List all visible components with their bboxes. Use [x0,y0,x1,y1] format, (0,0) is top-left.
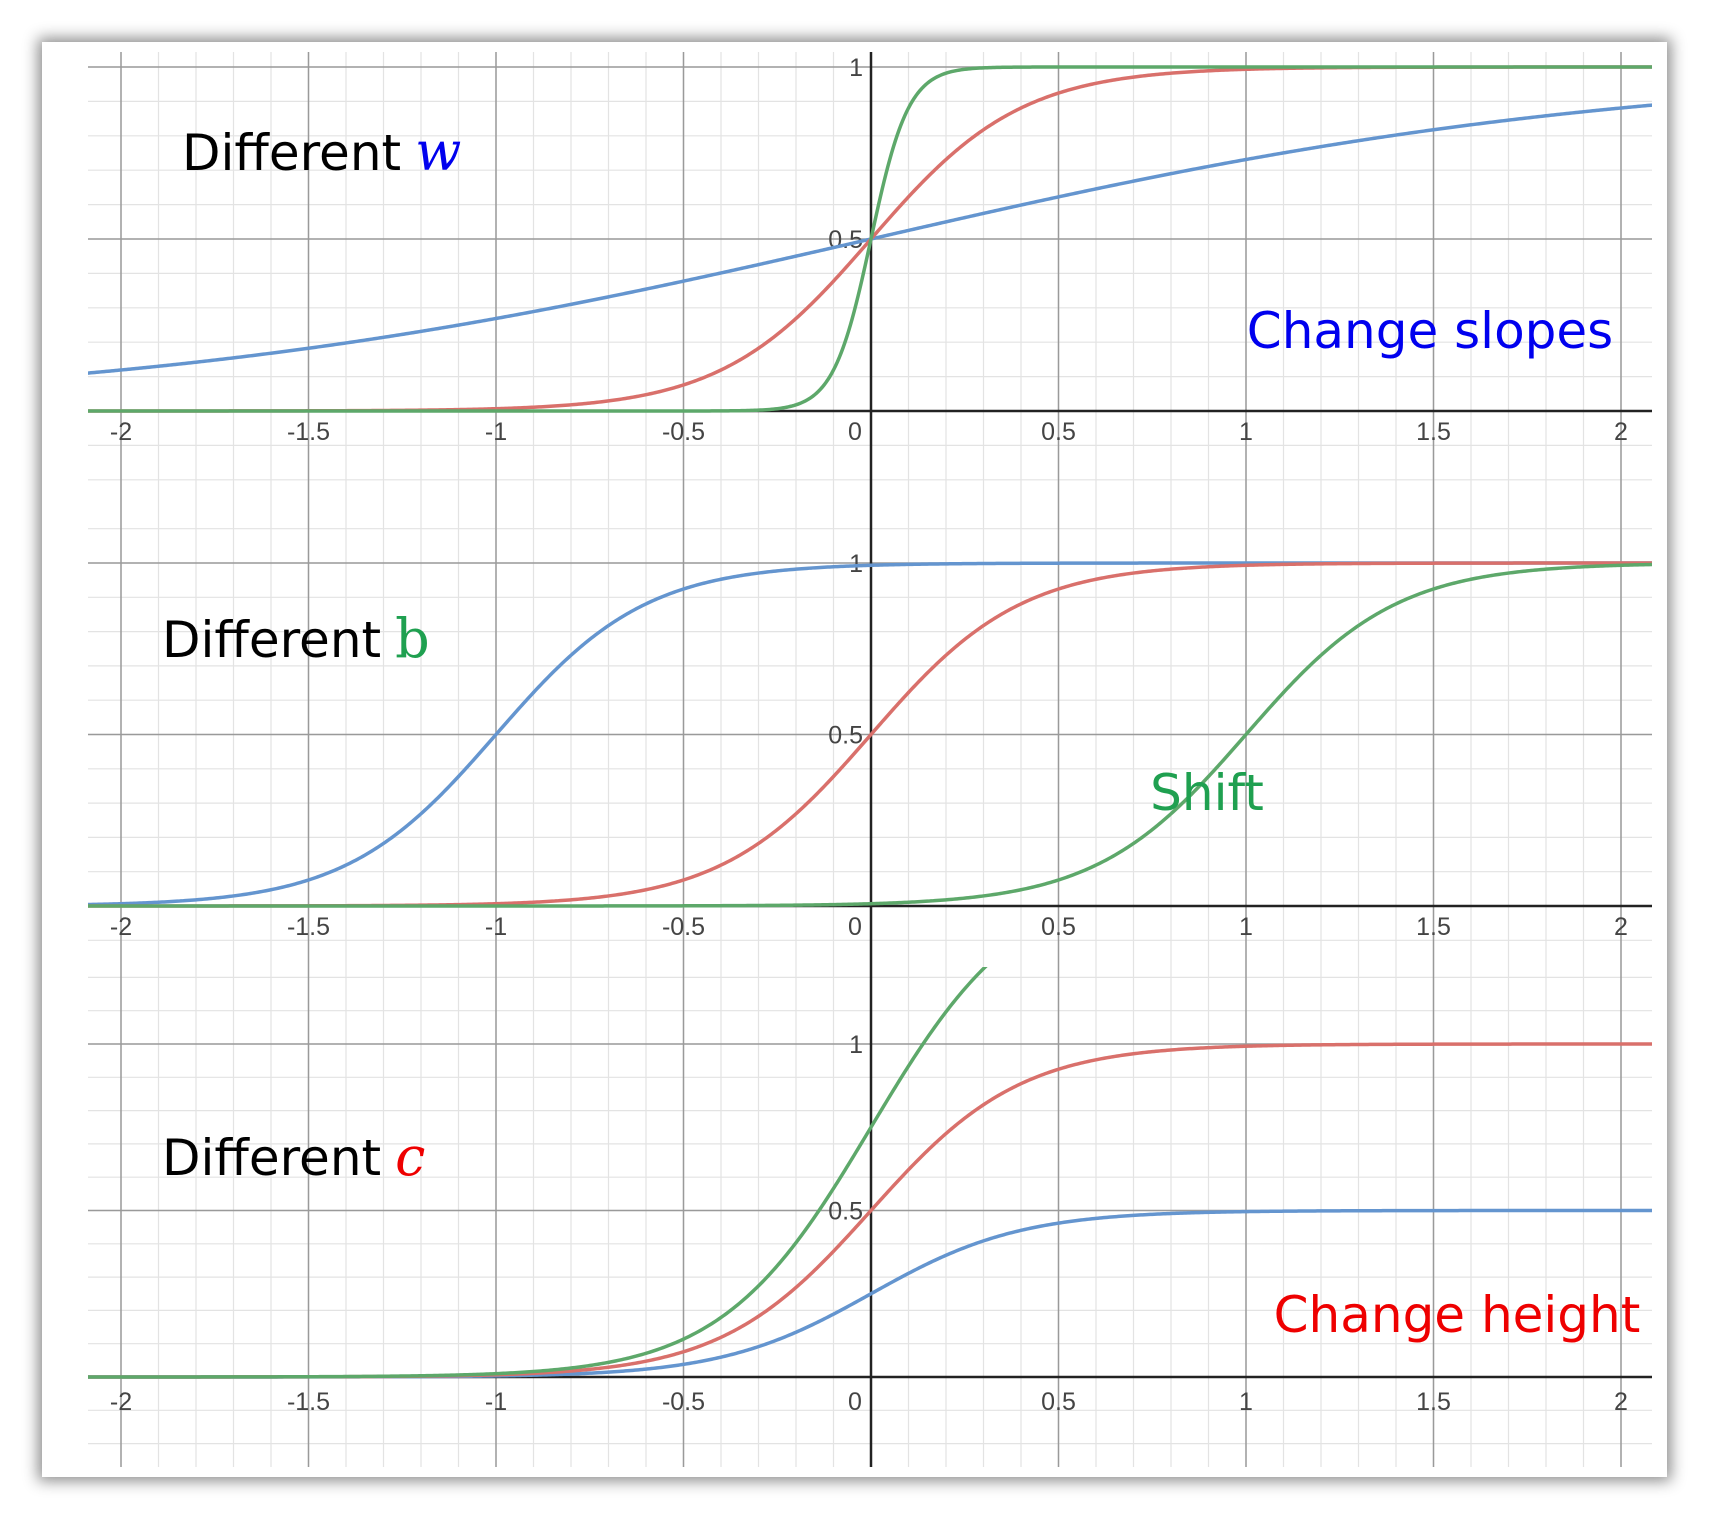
panel-annotation: Change slopes [1247,302,1613,360]
x-tick-label: 0 [848,913,862,941]
x-tick-label: 1 [1239,418,1253,446]
panel-annotation: Shift [1150,764,1264,822]
x-tick-label: 0.5 [1041,1388,1076,1416]
panel-title-variable: b [395,607,430,670]
panel-title: Different w [182,120,461,183]
x-tick-label: 1.5 [1416,913,1451,941]
series-line-3 [88,967,988,1379]
x-tick-label: 2 [1614,1388,1628,1416]
x-tick-label: -0.5 [662,418,705,446]
x-tick-label: 1 [1239,1388,1253,1416]
x-tick-label: 2 [1614,418,1628,446]
series-group [88,561,1652,908]
x-tick-label: 1.5 [1416,418,1451,446]
panel-title: Different b [162,607,430,670]
panel-annotation: Change height [1274,1286,1641,1344]
y-tick-label: 0.5 [828,1198,863,1226]
y-tick-label: 1 [849,54,863,82]
series-group [88,65,1652,413]
panel-title-variable: w [415,120,461,183]
chart-panel-1: -2 -1.5 -1 -0.5 0 0.5 1 1.5 2 0.5 1 Different w Chang… [88,52,1652,507]
x-tick-label: -1 [485,913,507,941]
x-tick-label: 0.5 [1041,913,1076,941]
y-tick-label: 1 [849,1031,863,1059]
panel-title-text: Different [182,124,401,182]
x-tick-label: -1.5 [287,913,330,941]
x-tick-label: -2 [110,913,132,941]
series-group [88,967,1652,1379]
x-tick-label: -0.5 [662,1388,705,1416]
x-tick-label: -0.5 [662,913,705,941]
x-tick-label: 1 [1239,913,1253,941]
x-tick-label: -1 [485,418,507,446]
y-tick-label: 0.5 [828,226,863,254]
panel-title: Different c [162,1125,425,1188]
x-tick-label: -2 [110,418,132,446]
series-line-3 [88,65,1652,413]
chart-panel-2: -2 -1.5 -1 -0.5 0 0.5 1 1.5 2 0.5 1 Different b Shift [88,507,1652,967]
x-tick-label: 0.5 [1041,418,1076,446]
panel-title-text: Different [162,1129,381,1187]
y-tick-label: 1 [849,550,863,578]
x-tick-label: -1.5 [287,418,330,446]
chart-panel-3: -2 -1.5 -1 -0.5 0 0.5 1 1.5 2 0.5 1 Different c Chang… [88,967,1652,1467]
x-tick-label: 1.5 [1416,1388,1451,1416]
x-tick-label: 0 [848,418,862,446]
series-line-3 [88,562,1652,908]
x-tick-label: -1.5 [287,1388,330,1416]
panel-title-variable: c [395,1125,425,1188]
figure-frame: -2 -1.5 -1 -0.5 0 0.5 1 1.5 2 0.5 1 Different w Chang… [42,42,1667,1477]
x-tick-label: -2 [110,1388,132,1416]
y-tick-label: 0.5 [828,722,863,750]
x-tick-label: 0 [848,1388,862,1416]
x-tick-label: -1 [485,1388,507,1416]
x-tick-label: 2 [1614,913,1628,941]
grid [88,967,1652,1467]
panel-title-text: Different [162,611,381,669]
